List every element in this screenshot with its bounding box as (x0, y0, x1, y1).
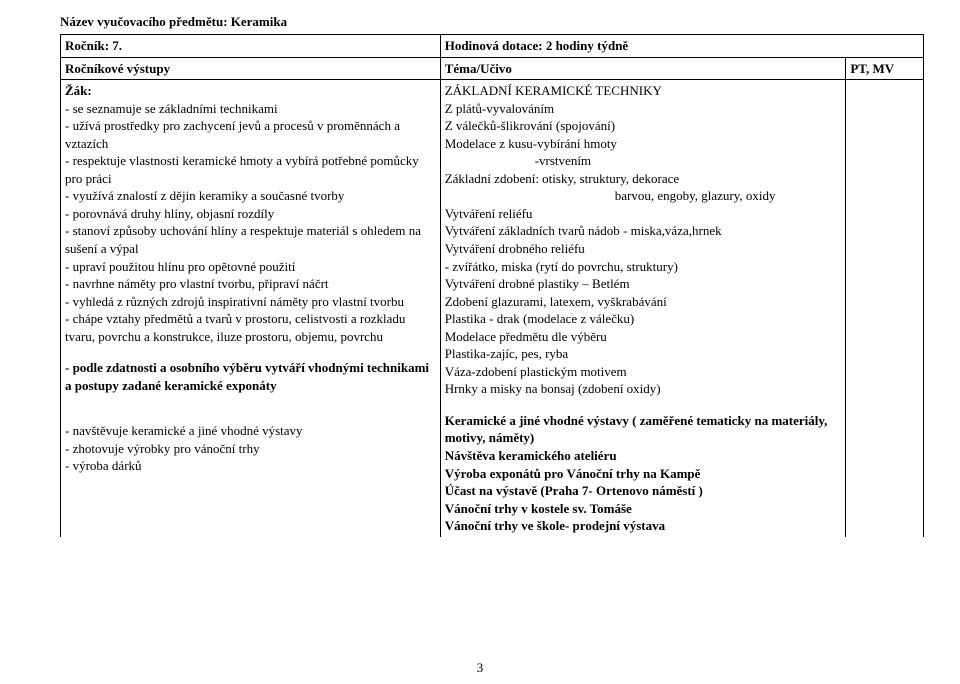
topic-line: Vytváření drobné plastiky – Betlém (445, 275, 842, 293)
outcome-line: - stanoví způsoby uchování hlíny a respe… (65, 222, 436, 257)
topic-line: Vytváření reliéfu (445, 205, 842, 223)
grade-cell: Ročník: 7. (61, 35, 441, 58)
topic-line-indent: -vrstvením (445, 152, 842, 170)
page: Název vyučovacího předmětu: Keramika Roč… (0, 0, 960, 684)
topic-header: Téma/Učivo (440, 57, 846, 80)
topic-bold: Návštěva keramického ateliéru (445, 447, 842, 465)
outcome-bold: - podle zdatnosti a osobního výběru vytv… (65, 359, 436, 394)
outcome-line: - užívá prostředky pro zachycení jevů a … (65, 117, 436, 152)
left-content-cell: Žák: - se seznamuje se základními techni… (61, 80, 441, 537)
topic-line: Plastika-zajíc, pes, ryba (445, 345, 842, 363)
topic-bold: Účast na výstavě (Praha 7- Ortenovo námě… (445, 482, 842, 500)
outcome-line: - vyhledá z různých zdrojů inspirativní … (65, 293, 436, 311)
outcome-tail: - výroba dárků (65, 457, 436, 475)
topic-line: Zdobení glazurami, latexem, vyškrabávání (445, 293, 842, 311)
topic-line: Základní zdobení: otisky, struktury, dek… (445, 170, 842, 188)
outcome-line: - porovnává druhy hlíny, objasní rozdíly (65, 205, 436, 223)
topic-line: Modelace předmětu dle výběru (445, 328, 842, 346)
blank-line (445, 398, 842, 412)
table-row: Ročníkové výstupy Téma/Učivo PT, MV (61, 57, 924, 80)
topic-bold: Vánoční trhy v kostele sv. Tomáše (445, 500, 842, 518)
page-number: 3 (0, 660, 960, 676)
topic-line: Modelace z kusu-vybírání hmoty (445, 135, 842, 153)
outcome-line: - využívá znalostí z dějin keramiky a so… (65, 187, 436, 205)
table-row: Ročník: 7. Hodinová dotace: 2 hodiny týd… (61, 35, 924, 58)
blank-line (65, 394, 436, 408)
blank-line (65, 345, 436, 359)
ptmv-header: PT, MV (846, 57, 924, 80)
topic-line: Z válečků-šlikrování (spojování) (445, 117, 842, 135)
right-content-cell: ZÁKLADNÍ KERAMICKÉ TECHNIKY Z plátů-vyva… (440, 80, 846, 537)
topic-heading: ZÁKLADNÍ KERAMICKÉ TECHNIKY (445, 82, 842, 100)
curriculum-table: Ročník: 7. Hodinová dotace: 2 hodiny týd… (60, 34, 924, 537)
topic-line: Z plátů-vyvalováním (445, 100, 842, 118)
topic-bold: Keramické a jiné vhodné výstavy ( zaměře… (445, 412, 842, 447)
outcome-tail: - navštěvuje keramické a jiné vhodné výs… (65, 422, 436, 440)
outcome-line: - navrhne náměty pro vlastní tvorbu, při… (65, 275, 436, 293)
subject-title: Název vyučovacího předmětu: Keramika (60, 14, 924, 30)
outcome-line: - chápe vztahy předmětů a tvarů v prosto… (65, 310, 436, 345)
topic-bold: Vánoční trhy ve škole- prodejní výstava (445, 517, 842, 535)
hours-cell: Hodinová dotace: 2 hodiny týdně (440, 35, 923, 58)
blank-line (65, 408, 436, 422)
ptmv-cell (846, 80, 924, 537)
outcome-tail: - zhotovuje výrobky pro vánoční trhy (65, 440, 436, 458)
student-label: Žák: (65, 82, 436, 100)
topic-line: Vytváření základních tvarů nádob - miska… (445, 222, 842, 240)
outputs-header: Ročníkové výstupy (61, 57, 441, 80)
outcome-line: - upraví použitou hlínu pro opětovné pou… (65, 258, 436, 276)
table-row: Žák: - se seznamuje se základními techni… (61, 80, 924, 537)
outcome-line: - se seznamuje se základními technikami (65, 100, 436, 118)
outcome-line: - respektuje vlastnosti keramické hmoty … (65, 152, 436, 187)
topic-line-indent: barvou, engoby, glazury, oxidy (445, 187, 842, 205)
topic-line: - zvířátko, miska (rytí do povrchu, stru… (445, 258, 842, 276)
topic-line: Plastika - drak (modelace z válečku) (445, 310, 842, 328)
topic-line: Hrnky a misky na bonsaj (zdobení oxidy) (445, 380, 842, 398)
topic-bold: Výroba exponátů pro Vánoční trhy na Kamp… (445, 465, 842, 483)
topic-line: Vytváření drobného reliéfu (445, 240, 842, 258)
topic-line: Váza-zdobení plastickým motivem (445, 363, 842, 381)
